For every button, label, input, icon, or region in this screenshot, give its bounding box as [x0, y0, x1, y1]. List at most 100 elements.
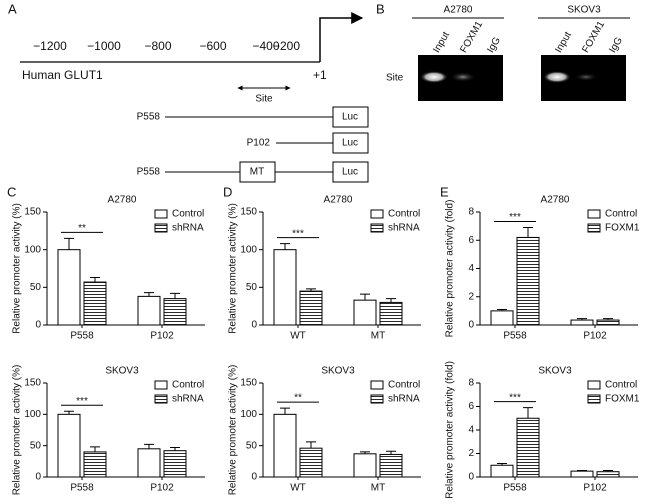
- error-bar: [90, 446, 100, 452]
- chart: E A2780 Relative promoter activity (fold) 0…: [440, 184, 640, 341]
- y-tick-label: 0: [251, 320, 257, 331]
- bar: [570, 319, 594, 326]
- bar: [83, 281, 107, 326]
- panel-a: A −1200 −1000 −800 −600 −400 −200 Human …: [8, 1, 369, 183]
- significance-label: **: [78, 223, 86, 234]
- bar: [273, 249, 297, 326]
- legend-swatch: [587, 380, 601, 390]
- row-label: Site: [386, 73, 404, 84]
- x-tick-label: WT: [290, 331, 306, 342]
- y-axis-label: Relative promoter activity (%): [12, 365, 23, 496]
- legend-swatch: [154, 223, 168, 233]
- bar: [137, 295, 161, 326]
- legend-label: Control: [172, 380, 204, 391]
- construct-name: P558: [137, 167, 161, 178]
- chart: SKOV3 Relative promoter activity (%) 0 50 10…: [228, 365, 421, 496]
- bar: [596, 471, 620, 478]
- error-bar: [386, 450, 396, 455]
- y-tick-label: 100: [240, 244, 257, 255]
- legend-swatch: [370, 380, 384, 390]
- chart-title: SKOV3: [105, 366, 139, 377]
- bar: [163, 450, 187, 478]
- error-bar: [280, 407, 290, 415]
- legend-swatch: [154, 394, 168, 404]
- y-tick-label: 50: [246, 440, 258, 451]
- error-bar: [386, 298, 396, 303]
- bar: [353, 453, 377, 478]
- y-axis-label: Relative promoter activity (%): [12, 203, 23, 334]
- bar: [57, 249, 81, 326]
- bar: [516, 417, 540, 478]
- chart-title: A2780: [324, 195, 353, 206]
- error-bar: [603, 470, 613, 472]
- y-tick-label: 50: [30, 282, 42, 293]
- x-tick-label: P102: [150, 483, 174, 494]
- error-bar: [144, 292, 154, 297]
- lane-label: Input: [553, 30, 574, 55]
- error-bar: [523, 407, 533, 419]
- panel-label: D: [223, 184, 232, 199]
- bar: [57, 413, 81, 478]
- legend-label: FOXM1: [605, 223, 640, 234]
- legend-swatch: [587, 209, 601, 219]
- x-tick-label: P102: [583, 331, 607, 342]
- y-tick-label: 0: [468, 472, 474, 483]
- y-tick-label: 50: [246, 282, 258, 293]
- legend-swatch: [370, 394, 384, 404]
- significance-label: **: [294, 393, 302, 404]
- error-bar: [64, 410, 74, 415]
- legend-swatch: [370, 223, 384, 233]
- reporter-box: [332, 132, 369, 154]
- position-label: −600: [199, 39, 226, 53]
- y-axis-label: Relative promoter activity (%): [228, 203, 239, 334]
- lane-label: FOXM1: [458, 19, 485, 55]
- reporter-box: [332, 106, 369, 128]
- bar: [299, 290, 323, 326]
- y-tick-label: 8: [468, 378, 474, 389]
- chart: SKOV3 Relative promoter activity (fold) 0 2…: [445, 361, 640, 499]
- bar: [163, 298, 187, 326]
- position-label: −400: [252, 39, 279, 53]
- y-tick-label: 6: [468, 401, 474, 412]
- y-tick-label: 0: [35, 472, 41, 483]
- legend-label: shRNA: [388, 223, 420, 234]
- lane-label: FOXM1: [580, 19, 607, 55]
- chart-title: A2780: [541, 195, 570, 206]
- panel-label: E: [440, 184, 449, 199]
- y-tick-label: 100: [240, 409, 257, 420]
- reporter-label: Luc: [342, 167, 358, 178]
- construct-name: P102: [247, 138, 271, 149]
- significance-label: ***: [509, 212, 521, 223]
- legend-label: shRNA: [388, 394, 420, 405]
- error-bar: [497, 308, 507, 311]
- chart: D A2780 Relative promoter activity (%) 0 50 1…: [223, 184, 421, 342]
- y-tick-label: 150: [24, 207, 41, 218]
- gel-band: [450, 72, 476, 82]
- bar: [570, 470, 594, 478]
- legend-label: Control: [172, 209, 204, 220]
- y-tick-label: 150: [24, 378, 41, 389]
- lane-label: IgG: [485, 35, 503, 55]
- bar: [490, 464, 514, 478]
- cell-line: SKOV3: [567, 5, 601, 16]
- y-tick-label: 4: [468, 263, 474, 274]
- legend-label: Control: [605, 380, 637, 391]
- cell-line: A2780: [444, 5, 473, 16]
- position-label: −1000: [87, 39, 121, 53]
- bar: [353, 299, 377, 326]
- bar: [299, 447, 323, 478]
- legend-label: Control: [605, 209, 637, 220]
- significance-label: ***: [292, 228, 304, 239]
- reporter-box: [332, 161, 369, 183]
- y-axis-label: Relative promoter activity (%): [228, 365, 239, 496]
- bar: [137, 448, 161, 478]
- y-tick-label: 0: [251, 472, 257, 483]
- legend-swatch: [154, 209, 168, 219]
- gel-band: [543, 71, 571, 83]
- x-tick-label: P558: [70, 331, 94, 342]
- error-bar: [577, 318, 587, 321]
- error-bar: [577, 470, 587, 472]
- gel-band: [420, 71, 448, 83]
- legend-swatch: [587, 394, 601, 404]
- y-tick-label: 150: [240, 207, 257, 218]
